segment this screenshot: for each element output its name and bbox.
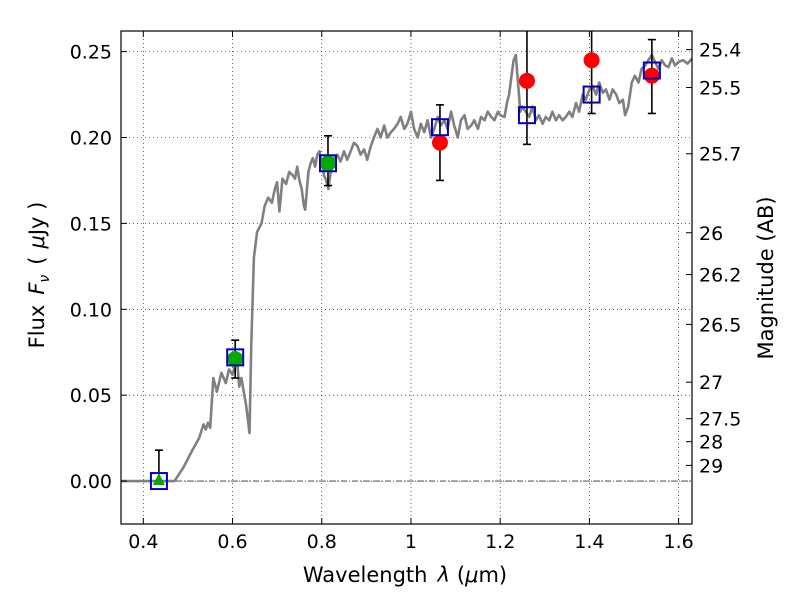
model-squares (149, 61, 661, 491)
magnitude-axis-label: Magnitude (AB) (754, 196, 778, 359)
magnitude-tick-label: 29 (699, 455, 723, 477)
x-axis-ticks: 0.4 0.6 0.8 1 1.2 1.4 1.6 (128, 31, 694, 553)
y-axis-ticks: 0.00 0.05 0.10 0.15 0.20 0.25 (70, 42, 127, 493)
y-tick-label: 0.25 (70, 42, 112, 64)
grid-layer (121, 31, 692, 524)
model-square-3 (430, 118, 449, 137)
observed-points (152, 52, 660, 486)
magnitude-tick-label: 25.5 (699, 78, 741, 100)
model-square-2 (318, 154, 337, 173)
y-tick-label: 0.10 (70, 299, 112, 321)
magnitude-tick-label: 26.5 (699, 314, 741, 336)
model-square-1 (226, 348, 245, 367)
observed-green-point-1 (319, 155, 336, 172)
y-tick-label: 0.15 (70, 213, 112, 235)
observed-red-point-0 (431, 134, 448, 151)
template-spectrum-line (121, 53, 693, 483)
x-axis-label: Wavelength λ (μm) (303, 563, 507, 587)
magnitude-tick-label: 26 (699, 223, 723, 245)
model-square-5 (582, 85, 601, 104)
magnitude-tick-label: 25.7 (699, 144, 741, 166)
observed-red-point-3 (643, 67, 660, 84)
magnitude-tick-label: 27.5 (699, 409, 741, 431)
model-square-0 (149, 472, 168, 491)
x-tick-label: 0.4 (128, 531, 158, 553)
magnitude-tick-label: 26.2 (699, 265, 741, 287)
model-square-4 (517, 106, 536, 125)
y-axis-label: FluxFν(μJy ) (25, 202, 53, 349)
y-tick-label: 0.05 (70, 385, 112, 407)
observed-red-point-2 (583, 52, 600, 69)
x-tick-label: 1.4 (574, 531, 604, 553)
x-tick-label: 1.6 (664, 531, 694, 553)
magnitude-tick-label: 28 (699, 432, 723, 454)
observed-red-point-1 (518, 72, 535, 89)
magnitude-tick-label: 25.4 (699, 40, 741, 62)
x-tick-label: 0.6 (217, 531, 247, 553)
x-tick-label: 1.2 (485, 531, 515, 553)
observed-green-triangle-0 (152, 473, 165, 486)
plot-frame (120, 30, 693, 525)
x-tick-label: 1 (405, 531, 417, 553)
y-tick-label: 0.00 (70, 471, 112, 493)
model-square-6 (642, 61, 661, 80)
x-tick-label: 0.8 (307, 531, 337, 553)
y-tick-label: 0.20 (70, 128, 112, 150)
magnitude-tick-label: 27 (699, 372, 723, 394)
observed-green-point-0 (227, 351, 244, 368)
